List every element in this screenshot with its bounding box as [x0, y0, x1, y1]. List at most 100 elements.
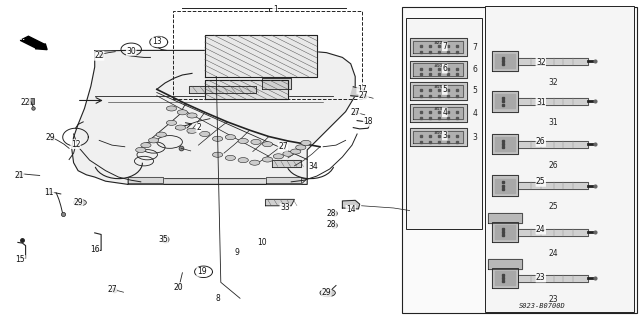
Text: 34: 34	[308, 162, 319, 171]
Polygon shape	[266, 199, 294, 206]
Text: 27: 27	[278, 142, 288, 151]
Circle shape	[136, 147, 146, 152]
Text: 33: 33	[280, 204, 290, 212]
Polygon shape	[266, 177, 301, 183]
Polygon shape	[205, 35, 317, 77]
Text: 5: 5	[472, 86, 477, 95]
Text: 11: 11	[45, 188, 54, 197]
Text: 7: 7	[472, 43, 477, 52]
Text: 29: 29	[73, 198, 83, 207]
Text: 4: 4	[472, 109, 477, 118]
Text: 30: 30	[126, 47, 136, 56]
Circle shape	[141, 143, 151, 148]
Polygon shape	[518, 229, 588, 236]
Text: 31: 31	[536, 98, 546, 107]
Text: 28: 28	[327, 209, 336, 218]
Text: #10: #10	[434, 131, 443, 135]
Text: 29: 29	[321, 288, 332, 297]
Circle shape	[262, 142, 273, 147]
Bar	[485, 6, 634, 312]
Text: 3: 3	[472, 133, 477, 142]
Circle shape	[301, 140, 311, 145]
Circle shape	[187, 128, 197, 133]
Polygon shape	[410, 128, 467, 146]
Polygon shape	[518, 182, 588, 189]
Polygon shape	[488, 259, 522, 269]
Text: 24: 24	[548, 249, 558, 258]
Polygon shape	[495, 179, 515, 193]
Text: 9: 9	[234, 248, 239, 256]
Text: 22: 22	[95, 51, 104, 60]
Polygon shape	[518, 98, 588, 105]
Text: 13: 13	[152, 37, 162, 46]
Text: 26: 26	[536, 137, 546, 146]
Circle shape	[296, 145, 306, 150]
Polygon shape	[495, 225, 515, 239]
Text: 32: 32	[536, 58, 546, 67]
Circle shape	[238, 138, 248, 144]
Text: 8: 8	[215, 294, 220, 303]
Polygon shape	[189, 86, 256, 93]
Circle shape	[283, 151, 293, 156]
Text: 24: 24	[536, 225, 546, 234]
Text: 29: 29	[45, 133, 55, 142]
Circle shape	[166, 120, 177, 125]
Text: 35: 35	[158, 235, 168, 244]
Circle shape	[175, 125, 186, 130]
Polygon shape	[413, 85, 463, 97]
Polygon shape	[492, 222, 518, 242]
Polygon shape	[492, 175, 518, 196]
Polygon shape	[518, 58, 588, 65]
Circle shape	[166, 106, 177, 111]
Text: 7: 7	[442, 42, 447, 51]
Polygon shape	[413, 131, 463, 144]
Circle shape	[156, 132, 166, 137]
Text: 4: 4	[442, 108, 447, 117]
Polygon shape	[495, 137, 515, 151]
Text: 27: 27	[358, 91, 369, 100]
Text: 28: 28	[327, 220, 336, 229]
Text: 1: 1	[273, 5, 278, 14]
Circle shape	[200, 131, 210, 137]
Circle shape	[320, 289, 335, 297]
Text: 19: 19	[196, 267, 207, 276]
Text: 26: 26	[548, 161, 558, 170]
Circle shape	[187, 113, 197, 118]
Text: 15: 15	[15, 256, 26, 264]
Polygon shape	[518, 275, 588, 282]
Polygon shape	[342, 200, 360, 209]
Text: 18: 18	[364, 117, 372, 126]
Text: 5: 5	[442, 85, 447, 94]
Polygon shape	[488, 213, 522, 223]
Polygon shape	[495, 94, 515, 108]
Polygon shape	[410, 61, 467, 78]
Text: #13: #13	[434, 108, 443, 111]
Text: 27: 27	[350, 108, 360, 117]
Polygon shape	[492, 91, 518, 112]
Circle shape	[74, 199, 86, 206]
Text: S023-B0700D: S023-B0700D	[519, 303, 566, 309]
Text: 17: 17	[356, 85, 367, 94]
Polygon shape	[128, 177, 163, 183]
Text: 20: 20	[173, 283, 183, 292]
Text: 32: 32	[548, 78, 558, 87]
Text: 31: 31	[548, 118, 558, 127]
Text: 27: 27	[107, 285, 117, 294]
Text: 23: 23	[548, 295, 558, 304]
Text: 23: 23	[536, 273, 546, 282]
Text: #10: #10	[434, 64, 443, 68]
Circle shape	[238, 158, 248, 163]
Text: 3: 3	[442, 131, 447, 140]
Bar	[173, 11, 362, 99]
Polygon shape	[351, 87, 366, 96]
Circle shape	[148, 138, 159, 143]
Circle shape	[250, 160, 260, 165]
Polygon shape	[72, 50, 355, 184]
Polygon shape	[495, 271, 515, 285]
Circle shape	[262, 157, 273, 162]
Text: 2: 2	[196, 123, 201, 132]
FancyArrow shape	[20, 36, 47, 50]
Text: 10: 10	[257, 238, 268, 247]
Text: #15: #15	[434, 85, 443, 89]
Circle shape	[225, 155, 236, 160]
